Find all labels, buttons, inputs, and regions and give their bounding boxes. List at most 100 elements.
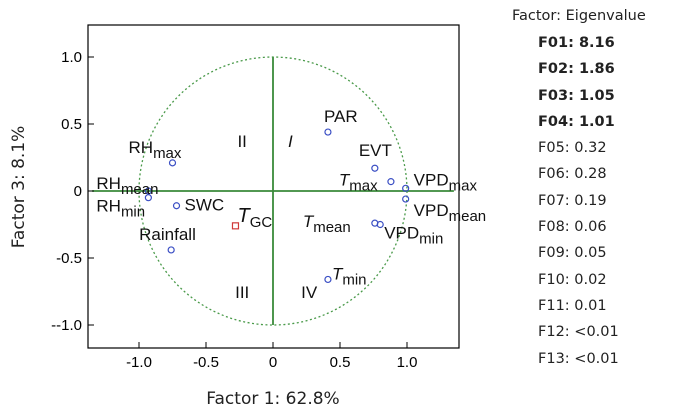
point-label: VPDmean <box>414 201 487 225</box>
point-label: EVT <box>359 141 392 160</box>
eigenvalue-value: <0.01 <box>574 324 619 341</box>
quadrant-label: II <box>237 132 246 151</box>
circle-marker <box>402 184 410 192</box>
eigenvalue-table: Factor: Eigenvalue F01: 8.16 F02: 1.86 F03… <box>512 8 676 372</box>
point-rhmean: RHmean <box>96 174 158 198</box>
point-tmax: Tmax <box>339 171 395 195</box>
factor-label: F13: <box>538 350 575 367</box>
circle-marker <box>387 178 395 186</box>
factor-label: F04: <box>538 113 579 130</box>
point-rhmin: RHmin <box>96 194 152 221</box>
point-label: Tmax <box>339 171 378 195</box>
quadrant-label: IV <box>301 283 318 302</box>
eigenvalue-value: 8.16 <box>578 35 615 51</box>
point-vpdmin: VPDmin <box>376 220 443 248</box>
point-evt: EVT <box>359 141 392 172</box>
point-label: Tmin <box>332 264 367 288</box>
point-label: SWC <box>185 196 225 215</box>
point-label: PAR <box>324 107 358 126</box>
eigenvalue-value: <0.01 <box>574 350 619 367</box>
circle-marker <box>172 202 181 210</box>
circle-marker <box>168 159 177 167</box>
factor-label: F02: <box>538 61 579 78</box>
point-swc: SWC <box>172 196 225 215</box>
y-tick-label: 0.5 <box>61 116 82 133</box>
eigenvalue-value: 0.32 <box>574 140 607 157</box>
point-vpdmax: VPDmax <box>402 170 478 194</box>
x-tick-label: 1.0 <box>397 354 418 371</box>
point-par: PAR <box>324 107 358 136</box>
factor-label: F08: <box>538 219 575 236</box>
eigenvalue-row: F11: 0.01 <box>538 293 676 319</box>
eigenvalue-header: Factor: Eigenvalue <box>512 8 646 24</box>
x-tick-label: 0.5 <box>330 354 351 371</box>
factor-label: F10: <box>538 271 575 288</box>
circle-marker <box>324 128 332 136</box>
circle-marker <box>376 220 384 229</box>
eigenvalue-row: F13: <0.01 <box>538 346 676 372</box>
x-tick-label: -1.0 <box>126 354 152 371</box>
point-label: Tmean <box>303 212 351 236</box>
quadrant-label: III <box>235 283 249 302</box>
axis-ticks: -1.0 -0.5 0 0.5 1.0 1.0 0.5 0 -0.5 --1.0 <box>51 49 417 371</box>
point-label: Rainfall <box>139 225 196 244</box>
eigenvalue-row: F05: 0.32 <box>538 135 676 161</box>
factor-label: F12: <box>538 324 575 341</box>
eigenvalue-rows: F01: 8.16 F02: 1.86 F03: 1.05 F04: 1.01 F05:… <box>512 30 676 372</box>
eigenvalue-row: F08: 0.06 <box>538 214 676 240</box>
y-tick-label: -0.5 <box>56 250 82 267</box>
factor-label: F03: <box>538 87 579 104</box>
circle-marker <box>144 187 152 195</box>
circle-marker <box>167 246 175 254</box>
point-rhmax: RHmax <box>129 138 182 167</box>
factor-label: F06: <box>538 166 575 183</box>
quadrant-label: I <box>288 132 293 151</box>
x-tick-label: -0.5 <box>193 354 219 371</box>
y-tick-label: 0 <box>74 183 82 200</box>
eigenvalue-value: 1.86 <box>578 61 615 78</box>
circle-marker <box>402 195 410 203</box>
x-tick-label: 0 <box>269 354 277 371</box>
eigenvalue-value: 0.01 <box>574 297 607 314</box>
point-tmean: Tmean <box>303 212 379 236</box>
point-tmin: Tmin <box>324 264 367 288</box>
y-axis-title: Factor 3: 8.1% <box>9 126 29 249</box>
factor-label: F11: <box>538 297 575 314</box>
y-tick-label: --1.0 <box>51 317 82 334</box>
point-rainfall: Rainfall <box>139 225 196 254</box>
factor-label: F09: <box>538 245 575 262</box>
origin-axes <box>92 57 454 325</box>
point-label: VPDmin <box>384 224 443 248</box>
eigenvalue-row: F01: 8.16 <box>538 30 676 56</box>
point-vpdmean: VPDmean <box>402 195 487 225</box>
circle-marker <box>371 164 379 172</box>
factor-label: F07: <box>538 192 575 209</box>
eigenvalue-row: F09: 0.05 <box>538 240 676 266</box>
eigenvalue-value: 0.05 <box>574 245 607 262</box>
factor-label: F01: <box>538 35 579 51</box>
point-label: RHmean <box>96 174 158 198</box>
eigenvalue-value: 0.19 <box>574 192 607 209</box>
point-label: VPDmax <box>414 170 478 194</box>
point-label: TGC <box>237 205 272 231</box>
point-label: RHmax <box>129 138 182 162</box>
square-marker <box>231 222 240 230</box>
point-tgc: TGC <box>231 205 272 231</box>
eigenvalue-row: F06: 0.28 <box>538 161 676 187</box>
eigenvalue-row: F07: 0.19 <box>538 188 676 214</box>
x-axis-title: Factor 1: 62.8% <box>206 389 339 409</box>
eigenvalue-row: F04: 1.01 <box>538 109 676 135</box>
eigenvalue-row: F03: 1.05 <box>538 83 676 109</box>
factor-label: F05: <box>538 140 575 157</box>
eigenvalue-value: 0.28 <box>574 166 607 183</box>
circle-marker <box>324 275 332 284</box>
eigenvalue-value: 0.06 <box>574 219 607 236</box>
eigenvalue-row: F02: 1.86 <box>538 56 676 82</box>
eigenvalue-row: F10: 0.02 <box>538 267 676 293</box>
eigenvalue-value: 1.05 <box>578 87 615 104</box>
circle-marker <box>144 194 152 202</box>
eigenvalue-row: F12: <0.01 <box>538 319 676 345</box>
y-tick-label: 1.0 <box>61 49 82 66</box>
